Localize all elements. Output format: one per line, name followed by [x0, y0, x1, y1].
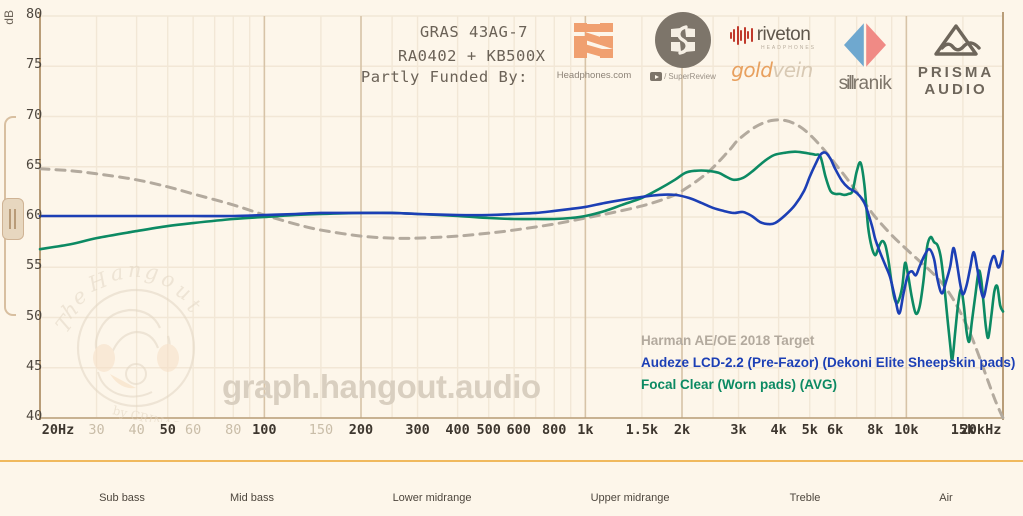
svg-text:g: g [143, 262, 160, 285]
rig-line-2: RA0402 + KB500X [398, 47, 546, 65]
x-axis-tick-label: 150 [308, 422, 334, 438]
sillranik-prefix: sill [838, 73, 855, 94]
x-axis-tick-label: 8k [867, 422, 884, 438]
sillranik-suffix: ranik [852, 73, 892, 94]
y-axis-tick-label: 45 [26, 357, 43, 374]
plot-background [0, 0, 1023, 447]
chart-legend: Harman AE/OE 2018 Target Audeze LCD-2.2 … [641, 330, 1015, 396]
svg-text:n: n [128, 262, 142, 282]
y-slider-thumb[interactable] [2, 198, 24, 240]
prisma-audio-wordmark: PRISMA AUDIO [908, 64, 1004, 98]
prisma-line-2: AUDIO [924, 81, 988, 98]
x-axis-tick-label: 100 [252, 422, 277, 438]
series-line[interactable] [38, 150, 1005, 362]
x-axis-tick-label: 300 [405, 422, 430, 438]
x-axis-tick-label: 4k [770, 422, 787, 438]
y-axis-tick-label: 50 [26, 307, 43, 324]
youtube-icon [650, 72, 663, 81]
frequency-band-label[interactable]: Mid bass [229, 492, 275, 504]
measurement-rig-title: GRAS 43AG-7 RA0402 + KB500X [398, 20, 546, 68]
sponsor-goldvein[interactable]: goldvein [726, 58, 818, 82]
x-axis-tick-label: 40 [128, 422, 145, 438]
y-axis-tick-label: 55 [26, 257, 43, 274]
x-axis-tick-label: 30 [88, 422, 105, 438]
x-axis-tick-label: 20Hz [41, 422, 75, 438]
x-axis-tick-label: 5k [801, 422, 818, 438]
x-axis-tick-label: 80 [225, 422, 242, 438]
prisma-audio-logo-icon [908, 20, 1004, 64]
x-axis-tick-label: 800 [542, 422, 567, 438]
riveton-wordmark: riveton [756, 24, 811, 45]
frequency-band-label[interactable]: Sub bass [99, 492, 145, 504]
y-axis-unit-label: dB [2, 10, 16, 25]
headphones-com-caption: Headphones.com [556, 70, 632, 81]
x-axis-tick-label: 600 [506, 422, 531, 438]
plot-canvas [0, 0, 1023, 447]
frequency-response-plot[interactable] [0, 0, 1023, 447]
sillranik-wordmark: sillranik [826, 73, 904, 95]
series-line[interactable] [38, 151, 1005, 315]
goldvein-wordmark-pale: vein [772, 58, 813, 82]
x-axis-tick-label: 3k [730, 422, 747, 438]
riveton-waveform-icon [729, 25, 753, 45]
y-axis-range-slider[interactable] [2, 116, 26, 316]
frequency-band-label[interactable]: Upper midrange [590, 492, 670, 504]
x-axis-tick-label: 200 [348, 422, 374, 438]
site-watermark: graph.hangout.audio [222, 368, 541, 405]
superreview-caption: / SuperReview [646, 72, 720, 81]
y-axis-tick-label: 60 [26, 207, 43, 223]
y-axis-tick-label: 70 [26, 106, 43, 123]
frequency-band-bar: Sub bass Mid bass Lower midrange Upper midr… [0, 460, 1023, 516]
superreview-slash: / [664, 72, 667, 81]
rig-line-1: GRAS 43AG-7 [419, 23, 528, 41]
x-axis-tick-label: 20kHz [960, 422, 1002, 438]
y-axis-tick-label: 40 [26, 408, 43, 424]
x-axis-tick-label: 2k [673, 422, 691, 438]
frequency-band-label[interactable]: Lower midrange [392, 492, 472, 504]
y-axis-tick-label: 80 [26, 6, 43, 22]
superreview-label: SuperReview [668, 72, 716, 81]
y-axis-tick-label: 65 [26, 156, 43, 173]
svg-text:H: H [84, 267, 112, 297]
legend-item-harman-target[interactable]: Harman AE/OE 2018 Target [641, 333, 815, 348]
legend-item-audeze-lcd22[interactable]: Audeze LCD-2.2 (Pre-Fazor) (Dekoni Elite… [641, 355, 1016, 370]
legend-item-focal-clear[interactable]: Focal Clear (Worn pads) (AVG) [641, 377, 838, 392]
x-axis-tick-label: 6k [827, 422, 844, 438]
x-axis-tick-label: 1k [577, 422, 594, 438]
y-slider-grip-line [9, 209, 11, 229]
x-axis-tick-label: 1.5k [625, 422, 659, 438]
x-axis-tick-label: 50 [159, 422, 176, 438]
y-axis-tick-label: 75 [26, 56, 43, 73]
sillranik-diamond-icon [826, 18, 904, 72]
goldvein-wordmark: gold [731, 58, 773, 82]
series-line[interactable] [38, 118, 1005, 420]
frequency-band-label[interactable]: Treble [789, 492, 821, 504]
y-slider-grip-line [14, 209, 16, 229]
svg-text:by CRINACLE: by CRINACLE [111, 403, 198, 422]
x-axis-tick-label: 15k [950, 422, 976, 438]
svg-text:a: a [109, 262, 126, 286]
sponsor-sillranik[interactable]: sillranik [826, 18, 904, 95]
sponsor-riveton[interactable]: riveton HEADPHONES [722, 24, 818, 51]
sponsor-prisma-audio[interactable]: PRISMA AUDIO [908, 20, 1004, 98]
hangout-crinacle-watermark-logo: T h e H a n g o u t by CRINACLE [48, 258, 218, 438]
x-axis-tick-label: 500 [476, 422, 501, 438]
riveton-subtitle: HEADPHONES [760, 45, 816, 51]
sponsor-superreview[interactable]: / SuperReview [646, 12, 720, 81]
headphones-com-logo-icon [548, 18, 640, 68]
frequency-band-label[interactable]: Air [939, 492, 953, 504]
x-axis-tick-label: 10k [894, 422, 919, 438]
x-axis-tick-label: 60 [185, 422, 202, 438]
prisma-line-1: PRISMA [917, 64, 995, 81]
svg-text:o: o [158, 266, 178, 293]
superreview-logo-icon [655, 12, 711, 68]
funded-by-label: Partly Funded By: [360, 68, 528, 86]
x-axis-tick-label: 400 [445, 422, 470, 438]
sponsor-headphones-com[interactable]: Headphones.com [548, 18, 640, 81]
